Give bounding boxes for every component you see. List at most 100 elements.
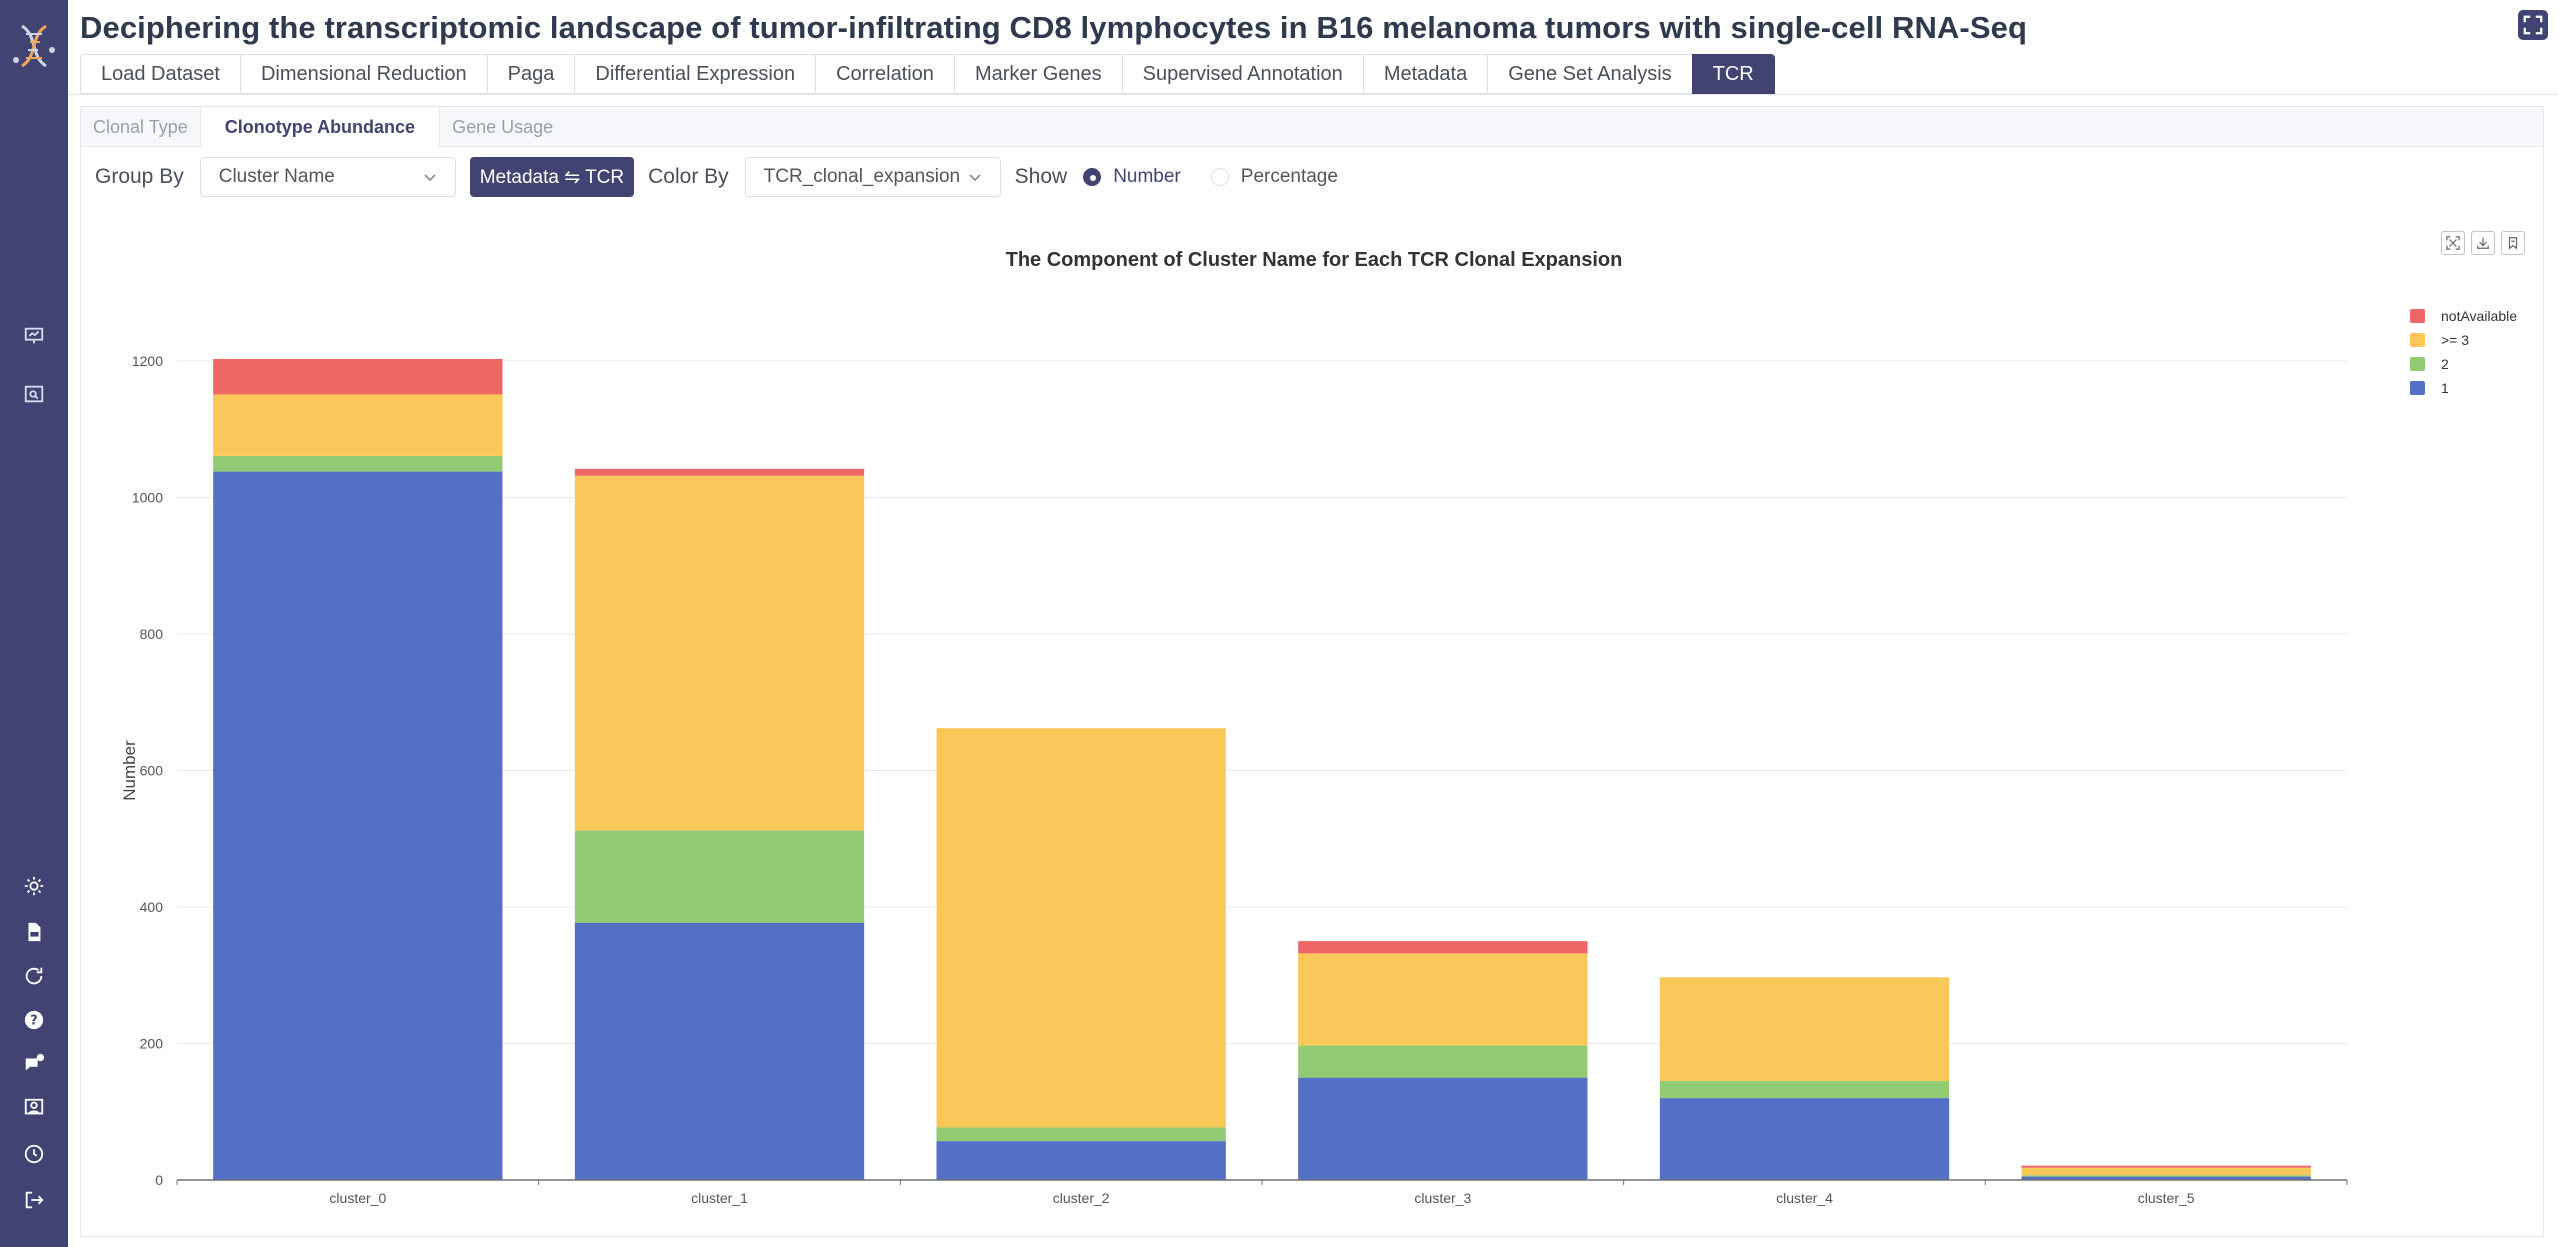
- bar-segment: [2021, 1165, 2311, 1168]
- tcr-panel: The Component of Cluster Name for Each T…: [80, 106, 2544, 1237]
- show-number-label: Number: [1113, 166, 1181, 187]
- tab-tcr[interactable]: TCR: [1691, 54, 1775, 94]
- color-by-label: Color By: [648, 165, 729, 188]
- tab-gene-set-analysis[interactable]: Gene Set Analysis: [1487, 54, 1692, 94]
- bar-segment: [574, 922, 865, 1180]
- bar-segment: [574, 475, 865, 831]
- bar-segment: [1298, 953, 1588, 1046]
- main-tabs-divider: [68, 94, 2558, 95]
- main-tabs: Load Dataset Dimensional Reduction Paga …: [80, 54, 1775, 94]
- show-number-radio[interactable]: Number: [1083, 166, 1181, 188]
- legend-label: 1: [2441, 380, 2449, 396]
- y-tick-label: 0: [155, 1172, 163, 1188]
- legend-swatch: [2410, 333, 2425, 347]
- x-tick-label: cluster_0: [329, 1190, 386, 1206]
- bar-segment: [2021, 1175, 2311, 1177]
- group-by-label: Group By: [95, 165, 184, 188]
- fullscreen-icon[interactable]: [2518, 10, 2548, 40]
- show-percentage-label: Percentage: [1240, 166, 1338, 187]
- bar-segment: [213, 471, 503, 1180]
- legend-label: notAvailable: [2441, 308, 2517, 324]
- pdf-file-icon[interactable]: [14, 912, 54, 952]
- tab-marker-genes[interactable]: Marker Genes: [953, 54, 1122, 94]
- y-axis-label: Number: [120, 740, 139, 801]
- tab-differential-expression[interactable]: Differential Expression: [574, 54, 816, 94]
- user-feedback-icon[interactable]: [14, 1088, 54, 1128]
- bar-segment: [574, 468, 865, 476]
- bar-segment: [2021, 1167, 2311, 1176]
- subtab-gene-usage[interactable]: Gene Usage: [452, 116, 554, 137]
- y-tick-label: 600: [140, 763, 164, 779]
- subtab-clonotype-abundance[interactable]: Clonotype Abundance: [199, 107, 441, 147]
- stacked-bar-chart: The Component of Cluster Name for Each T…: [120, 249, 2517, 1206]
- y-tick-label: 800: [140, 626, 164, 642]
- presentation-icon[interactable]: [14, 316, 54, 356]
- theme-sun-icon[interactable]: [14, 866, 54, 906]
- bar-segment: [1659, 1081, 1950, 1099]
- sub-tabs: Clonal Type Clonotype Abundance Gene Usa…: [81, 107, 2543, 147]
- bar-segment: [936, 728, 1226, 1128]
- y-tick-label: 1200: [132, 353, 163, 369]
- tab-dimensional-reduction[interactable]: Dimensional Reduction: [239, 54, 487, 94]
- bar-segment: [1659, 1098, 1950, 1180]
- history-icon[interactable]: [14, 1134, 54, 1174]
- x-tick-label: cluster_1: [691, 1190, 748, 1206]
- refresh-icon[interactable]: [14, 956, 54, 996]
- app-logo-icon: [8, 20, 60, 72]
- radio-dot: [1210, 168, 1229, 186]
- bar-segment: [213, 455, 503, 472]
- sidebar: ?: [0, 0, 68, 1247]
- tab-paga[interactable]: Paga: [486, 54, 575, 94]
- radio-dot: [1083, 168, 1102, 186]
- legend-swatch: [2410, 357, 2425, 371]
- tab-correlation[interactable]: Correlation: [815, 54, 954, 94]
- bar-segment: [213, 394, 503, 456]
- page-title: Deciphering the transcriptomic landscape…: [80, 10, 2027, 45]
- x-tick-label: cluster_2: [1053, 1190, 1110, 1206]
- chevron-down-icon: [424, 174, 436, 182]
- chart-title: The Component of Cluster Name for Each T…: [1006, 249, 1623, 271]
- y-tick-label: 400: [140, 899, 164, 915]
- y-tick-label: 1000: [132, 490, 163, 506]
- color-by-select[interactable]: TCR_clonal_expansion: [744, 157, 1001, 197]
- restore-zoom-icon[interactable]: [2441, 231, 2465, 255]
- x-tick-label: cluster_5: [2138, 1190, 2195, 1206]
- x-tick-label: cluster_3: [1414, 1190, 1471, 1206]
- group-by-value: Cluster Name: [218, 166, 335, 187]
- chevron-down-icon: [969, 174, 981, 182]
- legend-swatch: [2410, 309, 2425, 323]
- svg-text:?: ?: [30, 1014, 37, 1029]
- metadata-tcr-switch-button[interactable]: Metadata ⇋ TCR: [469, 157, 635, 197]
- subtab-clonal-type[interactable]: Clonal Type: [93, 116, 188, 137]
- bar-segment: [2021, 1176, 2311, 1180]
- legend-swatch: [2410, 381, 2425, 395]
- bar-segment: [936, 1127, 1226, 1142]
- bar-segment: [1298, 1077, 1588, 1180]
- legend-label: 2: [2441, 356, 2449, 372]
- logout-icon[interactable]: [14, 1180, 54, 1220]
- bookmark-icon[interactable]: [2501, 231, 2525, 255]
- legend-label: >= 3: [2441, 332, 2469, 348]
- x-tick-label: cluster_4: [1776, 1190, 1833, 1206]
- help-icon[interactable]: ?: [14, 1000, 54, 1040]
- data-search-icon[interactable]: [14, 374, 54, 414]
- bar-segment: [1298, 941, 1588, 954]
- bar-segment: [574, 830, 865, 923]
- tab-supervised-annotation[interactable]: Supervised Annotation: [1121, 54, 1363, 94]
- show-label: Show: [1014, 165, 1068, 188]
- bar-segment: [1298, 1045, 1588, 1078]
- controls-bar: Group By Cluster Name Metadata ⇋ TCR Col…: [95, 157, 1368, 197]
- tab-metadata[interactable]: Metadata: [1362, 54, 1488, 94]
- download-icon[interactable]: [2471, 231, 2495, 255]
- bar-segment: [1659, 977, 1950, 1082]
- y-tick-label: 200: [140, 1036, 164, 1052]
- tab-load-dataset[interactable]: Load Dataset: [80, 54, 240, 94]
- chart-area: The Component of Cluster Name for Each T…: [81, 107, 2545, 1238]
- group-by-select[interactable]: Cluster Name: [199, 157, 456, 197]
- chat-notification-icon[interactable]: [14, 1044, 54, 1084]
- color-by-value: TCR_clonal_expansion: [763, 166, 961, 187]
- show-percentage-radio[interactable]: Percentage: [1210, 166, 1338, 188]
- bar-segment: [213, 358, 503, 395]
- bar-segment: [936, 1141, 1226, 1180]
